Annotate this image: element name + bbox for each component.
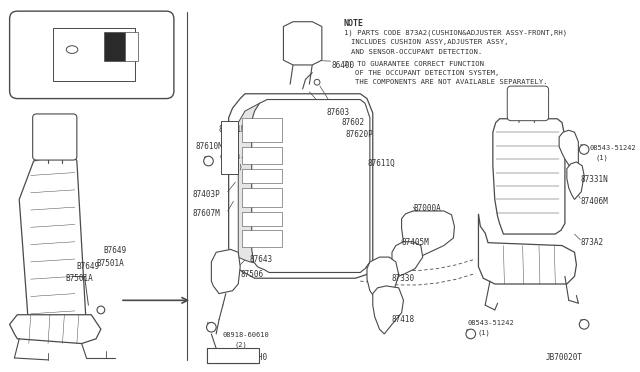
Text: 87331N: 87331N: [580, 176, 608, 185]
Polygon shape: [211, 249, 240, 294]
Bar: [242, 212, 282, 226]
Polygon shape: [10, 315, 101, 344]
Bar: [242, 147, 282, 164]
Ellipse shape: [67, 46, 78, 54]
Text: OF THE OCCUPANT DETECTION SYSTEM,: OF THE OCCUPANT DETECTION SYSTEM,: [355, 70, 500, 76]
Text: 87405M: 87405M: [401, 238, 429, 247]
Text: 2) TO GUARANTEE CORRECT FUNCTION: 2) TO GUARANTEE CORRECT FUNCTION: [344, 60, 484, 67]
Bar: [242, 169, 282, 183]
Text: INCLUDES CUSHION ASSY,ADJUSTER ASSY,: INCLUDES CUSHION ASSY,ADJUSTER ASSY,: [351, 39, 508, 45]
Polygon shape: [372, 286, 403, 334]
Text: 87643: 87643: [250, 255, 273, 264]
Text: B7649: B7649: [104, 246, 127, 254]
FancyBboxPatch shape: [10, 11, 174, 99]
Text: 08543-51242: 08543-51242: [219, 154, 266, 160]
Text: 87406M: 87406M: [580, 196, 608, 206]
Text: S: S: [579, 319, 583, 324]
Text: 87330: 87330: [392, 275, 415, 283]
Text: 08543-51242: 08543-51242: [468, 320, 515, 326]
Ellipse shape: [207, 323, 216, 332]
Ellipse shape: [579, 320, 589, 329]
Polygon shape: [252, 100, 370, 272]
Polygon shape: [493, 119, 565, 234]
Text: 87610M: 87610M: [195, 142, 223, 151]
Text: 87607M: 87607M: [192, 209, 220, 218]
Text: (2): (2): [230, 164, 243, 170]
Ellipse shape: [97, 306, 105, 314]
Bar: [242, 118, 282, 142]
Ellipse shape: [579, 145, 589, 154]
Polygon shape: [392, 242, 423, 276]
Text: 87506: 87506: [240, 270, 263, 279]
Polygon shape: [401, 211, 454, 262]
Polygon shape: [479, 214, 577, 284]
Text: 87418: 87418: [391, 315, 414, 324]
Ellipse shape: [204, 156, 213, 166]
Text: 87403P: 87403P: [192, 190, 220, 199]
Text: JB70020T: JB70020T: [546, 353, 582, 362]
Text: B7000A: B7000A: [413, 204, 441, 213]
Text: 1) PARTS CODE 873A2(CUSHION&ADJUSTER ASSY-FRONT,RH): 1) PARTS CODE 873A2(CUSHION&ADJUSTER ASS…: [344, 29, 567, 36]
Text: 87611Q: 87611Q: [368, 159, 396, 168]
Text: B7501A: B7501A: [65, 275, 93, 283]
Polygon shape: [238, 102, 298, 265]
Text: 87602: 87602: [341, 118, 364, 127]
Text: (1): (1): [596, 154, 609, 161]
FancyBboxPatch shape: [33, 114, 77, 160]
Bar: [104, 32, 125, 61]
Text: B7649: B7649: [77, 262, 100, 271]
Text: 87620P: 87620P: [346, 130, 374, 139]
Text: AND SENSOR-OCCUPANT DETECTION.: AND SENSOR-OCCUPANT DETECTION.: [351, 49, 482, 55]
Text: S: S: [204, 155, 207, 161]
Text: N: N: [207, 322, 211, 327]
FancyBboxPatch shape: [508, 86, 548, 121]
Text: (2): (2): [234, 341, 247, 348]
Text: NOTE: NOTE: [344, 19, 364, 28]
Text: 08543-51242: 08543-51242: [590, 145, 637, 151]
Polygon shape: [284, 22, 322, 65]
Polygon shape: [559, 130, 579, 173]
Bar: [221, 121, 238, 173]
Bar: [53, 28, 134, 81]
Text: B7501A: B7501A: [96, 259, 124, 268]
Text: S: S: [579, 144, 583, 149]
Ellipse shape: [466, 329, 476, 339]
Polygon shape: [367, 257, 399, 305]
Text: 873A2: 873A2: [580, 238, 604, 247]
Text: 87603: 87603: [326, 108, 350, 117]
Polygon shape: [567, 162, 584, 199]
Ellipse shape: [314, 79, 320, 85]
Text: 08918-60610: 08918-60610: [223, 332, 269, 338]
Polygon shape: [228, 94, 372, 278]
Bar: [242, 188, 282, 207]
Bar: [125, 32, 138, 61]
Polygon shape: [19, 151, 86, 334]
Bar: [207, 348, 259, 363]
Text: THE COMPONENTS ARE NOT AVAILABLE SEPARATELY.: THE COMPONENTS ARE NOT AVAILABLE SEPARAT…: [355, 79, 548, 85]
Text: 985H0: 985H0: [245, 353, 268, 362]
Text: 87601M: 87601M: [218, 125, 246, 134]
Bar: [242, 230, 282, 247]
Text: 86400: 86400: [332, 61, 355, 70]
Text: S: S: [466, 328, 470, 334]
Text: (1): (1): [477, 329, 490, 336]
